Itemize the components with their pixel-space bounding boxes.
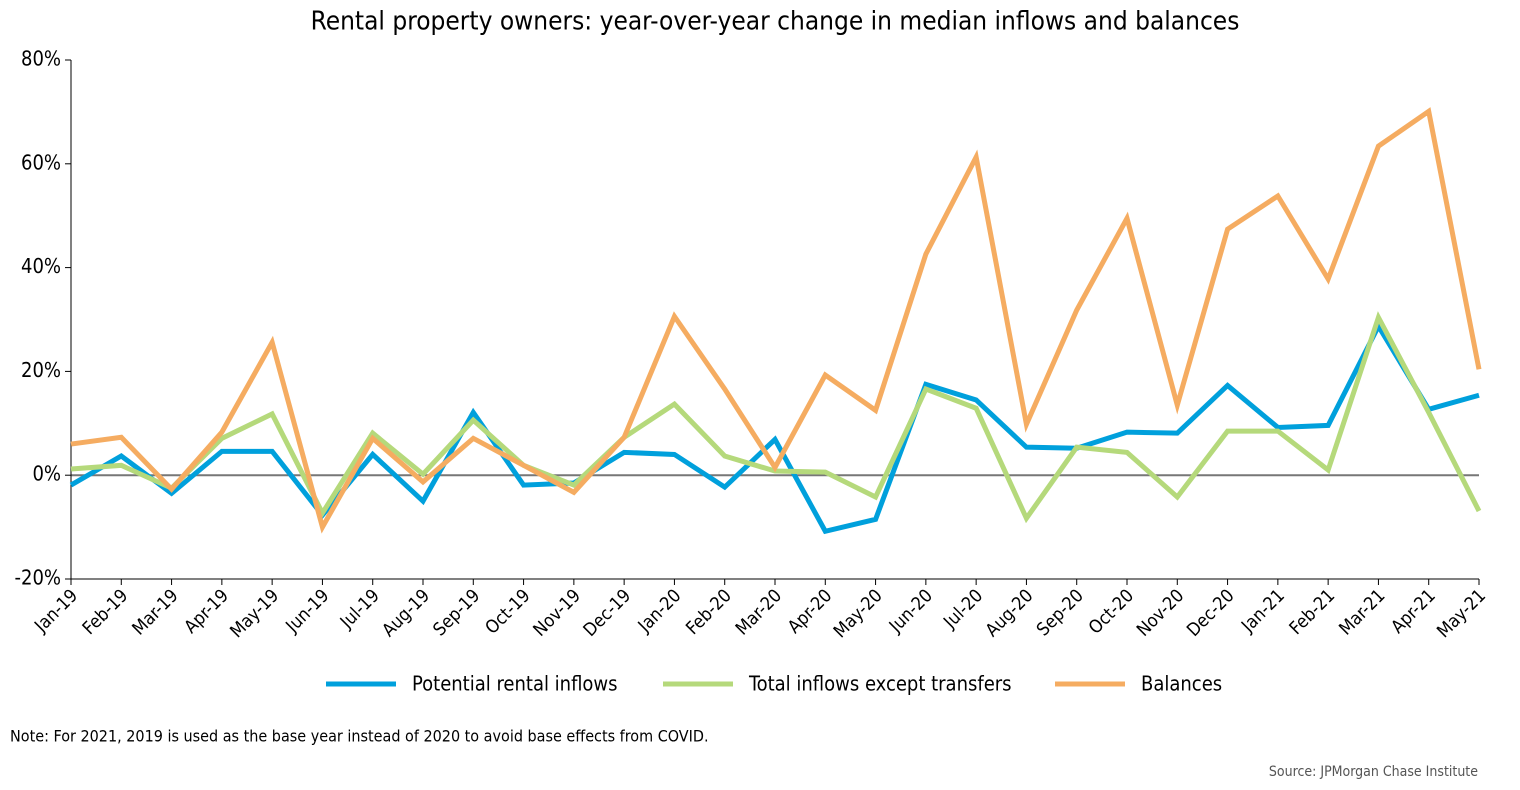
y-tick-label: 40% xyxy=(21,254,61,278)
y-tick-label: 20% xyxy=(21,358,61,382)
x-tick-label: Dec-20 xyxy=(1183,585,1239,641)
series-line xyxy=(70,107,1482,534)
x-tick-label: May-19 xyxy=(226,585,283,642)
x-tick-label: Oct-20 xyxy=(1085,585,1138,638)
x-tick-label: May-21 xyxy=(1433,585,1490,642)
x-tick-label: Feb-20 xyxy=(682,585,736,639)
series-line xyxy=(69,321,1480,535)
x-tick-label: Feb-19 xyxy=(79,585,133,639)
x-tick-label: Jul-20 xyxy=(939,585,987,633)
y-tick-label: -20% xyxy=(15,566,61,590)
legend-label: Balances xyxy=(1141,672,1222,696)
x-tick-label: May-20 xyxy=(830,585,887,642)
y-tick-label: 80% xyxy=(21,47,61,71)
x-tick-label: Jul-19 xyxy=(336,585,384,633)
x-tick-label: Dec-19 xyxy=(579,585,635,641)
x-tick-label: Apr-19 xyxy=(180,585,233,638)
x-tick-label: Jun-20 xyxy=(885,585,937,637)
y-tick-label: 60% xyxy=(21,150,61,174)
x-tick-label: Sep-20 xyxy=(1033,585,1088,640)
x-tick-label: Mar-21 xyxy=(1335,585,1389,639)
x-tick-label: Oct-19 xyxy=(481,585,534,638)
source: Source: JPMorgan Chase Institute xyxy=(1269,764,1478,780)
x-tick-label: Jun-19 xyxy=(281,585,333,637)
x-tick-label: Sep-19 xyxy=(429,585,484,640)
x-tick-label: Nov-20 xyxy=(1133,585,1189,641)
x-tick-label: Feb-21 xyxy=(1285,585,1339,639)
x-tick-label: Nov-19 xyxy=(529,585,585,641)
y-tick-label: 0% xyxy=(32,462,61,486)
x-tick-label: Apr-20 xyxy=(784,585,837,638)
chart-title: Rental property owners: year-over-year c… xyxy=(311,7,1240,37)
legend-label: Potential rental inflows xyxy=(412,672,618,696)
x-tick-label: Apr-21 xyxy=(1387,585,1440,638)
x-tick-label: Mar-20 xyxy=(732,585,786,639)
x-tick-label: Jan-19 xyxy=(30,585,82,637)
x-tick-label: Mar-19 xyxy=(128,585,182,639)
x-tick-label: Jan-21 xyxy=(1237,585,1289,637)
x-tick-label: Jan-20 xyxy=(634,585,686,637)
x-tick-label: Aug-19 xyxy=(378,585,434,641)
x-tick-label: Aug-20 xyxy=(982,585,1038,641)
note: Note: For 2021, 2019 is used as the base… xyxy=(10,727,709,746)
legend-label: Total inflows except transfers xyxy=(748,672,1012,696)
